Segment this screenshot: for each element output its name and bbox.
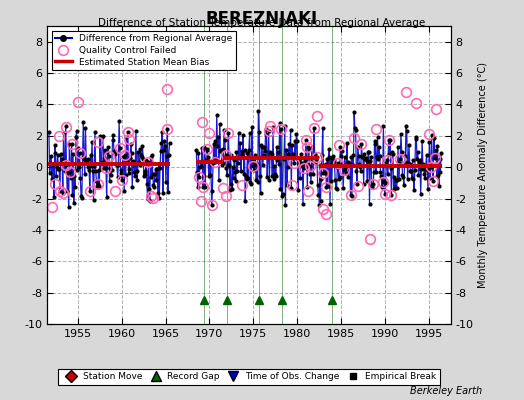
Legend: Station Move, Record Gap, Time of Obs. Change, Empirical Break: Station Move, Record Gap, Time of Obs. C… — [58, 369, 440, 385]
Y-axis label: Monthly Temperature Anomaly Difference (°C): Monthly Temperature Anomaly Difference (… — [478, 62, 488, 288]
Text: BEREZNJAKI: BEREZNJAKI — [206, 10, 318, 28]
Text: Berkeley Earth: Berkeley Earth — [410, 386, 482, 396]
Text: Difference of Station Temperature Data from Regional Average: Difference of Station Temperature Data f… — [99, 18, 425, 28]
